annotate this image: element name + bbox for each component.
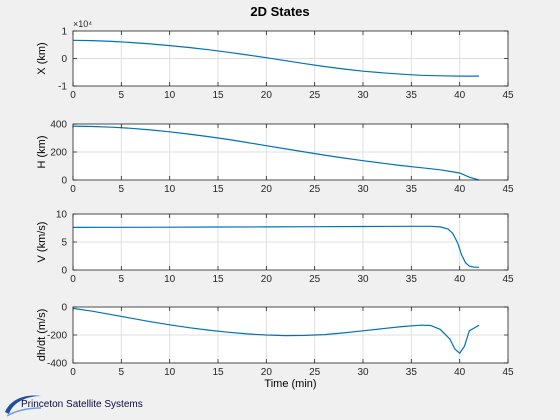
y-tick-label: -400	[47, 359, 67, 370]
y-axis-label: X (km)	[36, 42, 48, 74]
x-tick-label: 20	[261, 184, 273, 195]
footer-text: Princeton Satellite Systems	[21, 399, 143, 410]
x-tick-label: 40	[454, 367, 466, 378]
series-line	[72, 39, 479, 77]
x-tick-label: 10	[164, 367, 176, 378]
x-tick-label: 5	[119, 184, 125, 195]
chart-title: 2D States	[250, 4, 310, 19]
y-exponent-label: ×10⁴	[73, 19, 92, 29]
x-tick-label: 30	[357, 184, 369, 195]
y-tick-label: 1	[61, 27, 67, 38]
y-tick-label: -200	[47, 331, 67, 342]
x-tick-label: 40	[454, 184, 466, 195]
x-tick-label: 20	[261, 90, 273, 101]
x-tick-label: 45	[502, 184, 514, 195]
series-line	[72, 225, 479, 268]
x-axis-label: Time (min)	[264, 378, 316, 390]
x-tick-label: 5	[119, 90, 125, 101]
x-tick-label: 35	[406, 274, 418, 285]
x-tick-label: 15	[212, 274, 224, 285]
x-tick-label: 25	[309, 90, 321, 101]
x-tick-label: 0	[70, 367, 76, 378]
x-tick-label: 40	[454, 274, 466, 285]
x-tick-label: 35	[406, 90, 418, 101]
x-tick-label: 10	[164, 274, 176, 285]
x-tick-label: 10	[164, 90, 176, 101]
footer-logo: Princeton Satellite Systems	[3, 390, 203, 418]
y-tick-label: 10	[56, 210, 68, 221]
y-axis-label: V (km/s)	[36, 222, 48, 263]
x-tick-label: 30	[357, 367, 369, 378]
subplot-3: 0 5 10 15 20 25 30 35 40 45 0 5 10 V (km/s)	[36, 210, 514, 286]
y-tick-label: 400	[50, 120, 67, 131]
y-tick-label: -1	[58, 82, 67, 93]
x-tick-label: 25	[309, 274, 321, 285]
x-tick-label: 35	[406, 184, 418, 195]
series-line	[72, 307, 480, 355]
series-line	[72, 125, 480, 181]
x-tick-label: 30	[357, 90, 369, 101]
y-axis-label: dh/dt (m/s)	[36, 309, 48, 362]
y-tick-label: 0	[61, 303, 67, 314]
y-tick-label: 200	[50, 148, 67, 159]
y-axis-label: H (km)	[36, 136, 48, 169]
x-tick-label: 5	[119, 367, 125, 378]
x-tick-label: 45	[502, 367, 514, 378]
x-tick-label: 20	[261, 367, 273, 378]
x-tick-label: 0	[70, 90, 76, 101]
x-tick-label: 15	[212, 90, 224, 101]
x-tick-label: 20	[261, 274, 273, 285]
x-tick-label: 35	[406, 367, 418, 378]
subplot-4: 0 5 10 15 20 25 30 35 40 45 -400 -200 0 dh/dt (m/s) Ti…	[36, 303, 514, 391]
x-tick-label: 0	[70, 274, 76, 285]
y-tick-label: 0	[61, 266, 67, 277]
x-tick-label: 10	[164, 184, 176, 195]
x-tick-label: 40	[454, 90, 466, 101]
x-tick-label: 45	[502, 274, 514, 285]
x-tick-label: 45	[502, 90, 514, 101]
pss-swoosh-logo-icon	[5, 395, 42, 417]
x-tick-label: 0	[70, 184, 76, 195]
x-tick-label: 25	[309, 367, 321, 378]
x-tick-label: 15	[212, 367, 224, 378]
y-tick-label: 0	[61, 54, 67, 65]
x-tick-label: 15	[212, 184, 224, 195]
x-tick-label: 5	[119, 274, 125, 285]
y-tick-label: 5	[61, 238, 67, 249]
y-tick-label: 0	[61, 176, 67, 187]
x-tick-label: 25	[309, 184, 321, 195]
x-tick-label: 30	[357, 274, 369, 285]
